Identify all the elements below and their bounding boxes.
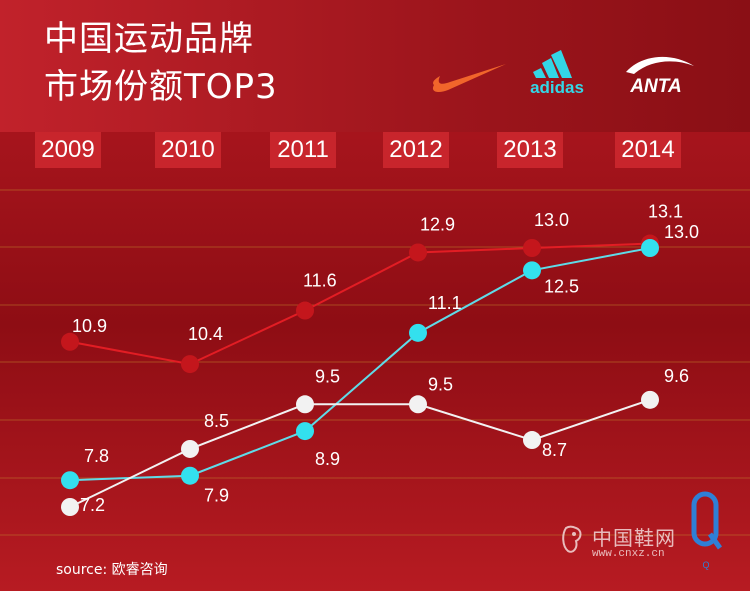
data-point-anta-2009 (61, 498, 79, 516)
data-label-anta-2013: 8.7 (542, 440, 567, 460)
title-line-1: 中国运动品牌 (44, 19, 254, 59)
data-point-nike-2013 (523, 239, 541, 257)
data-label-anta-2009: 7.2 (80, 495, 105, 515)
x-tick-2011: 2011 (270, 132, 336, 168)
adidas-logo-icon: adidas (530, 50, 584, 97)
data-point-anta-2013 (523, 431, 541, 450)
header-band (0, 0, 750, 132)
nike-swoosh-icon (432, 64, 506, 93)
q-logo-letter: Q (702, 560, 709, 570)
x-tick-2009: 2009 (35, 132, 101, 168)
watermark-site-name: 中国鞋网 (592, 526, 676, 550)
data-point-nike-2011 (296, 301, 314, 320)
series-lines (69, 242, 651, 508)
shoe-watermark-icon (562, 525, 582, 553)
grid-lines (0, 189, 750, 536)
watermark: 中国鞋网 www.cnxz.cn (560, 522, 690, 562)
data-label-anta-2011: 9.5 (315, 366, 340, 386)
data-label-nike-2012: 12.9 (420, 214, 455, 234)
data-point-nike-2009 (61, 332, 79, 351)
data-label-anta-2010: 8.5 (204, 411, 229, 431)
data-label-nike-2010: 10.4 (188, 324, 223, 344)
data-label-anta-2012: 9.5 (428, 374, 453, 394)
data-label-adidas-2010: 7.9 (204, 486, 229, 506)
data-labels: 10.9 10.411.612.9 13.0 13.17.87.98.911.112.… (72, 202, 699, 515)
x-tick-2014: 2014 (615, 132, 681, 168)
data-label-adidas-2012: 11.1 (428, 293, 462, 313)
data-point-adidas-2011 (296, 422, 314, 441)
data-point-nike-2010 (181, 355, 199, 374)
series-line-nike (69, 242, 651, 366)
anta-logo-icon: ANTA (626, 56, 694, 96)
x-tick-2010: 2010 (155, 132, 221, 168)
data-label-nike-2011: 11.6 (303, 271, 337, 291)
data-label-adidas-2011: 8.9 (315, 449, 340, 469)
series-line-adidas (69, 247, 651, 482)
data-point-adidas-2012 (409, 323, 427, 342)
data-point-adidas-2014 (641, 239, 659, 257)
data-point-anta-2012 (409, 395, 427, 414)
data-label-nike-2013: 13.0 (534, 210, 569, 230)
data-label-nike-2009: 10.9 (72, 316, 107, 336)
data-points (61, 234, 659, 516)
data-point-adidas-2013 (523, 261, 541, 280)
data-label-adidas-2014: 13.0 (664, 222, 699, 242)
data-point-adidas-2009 (61, 471, 79, 490)
watermark-site-url: www.cnxz.cn (592, 548, 665, 560)
x-tick-2013: 2013 (497, 132, 563, 168)
data-point-adidas-2010 (181, 466, 199, 485)
data-point-nike-2012 (409, 243, 427, 262)
source-caption: source: 欧睿咨询 (56, 562, 168, 578)
data-label-adidas-2009: 7.8 (84, 446, 109, 466)
anta-wordmark: ANTA (629, 76, 681, 96)
data-point-anta-2014 (641, 390, 659, 409)
data-point-anta-2011 (296, 395, 314, 414)
adidas-wordmark: adidas (530, 78, 584, 97)
data-point-anta-2010 (181, 439, 199, 458)
x-tick-2012: 2012 (383, 132, 449, 168)
data-label-anta-2014: 9.6 (664, 366, 689, 386)
q-logo-icon: Q (691, 491, 723, 570)
title-line-2: 市场份额TOP3 (44, 67, 278, 107)
series-line-anta (69, 398, 651, 508)
data-label-adidas-2013: 12.5 (544, 276, 579, 296)
data-label-nike-2014: 13.1 (648, 202, 683, 222)
